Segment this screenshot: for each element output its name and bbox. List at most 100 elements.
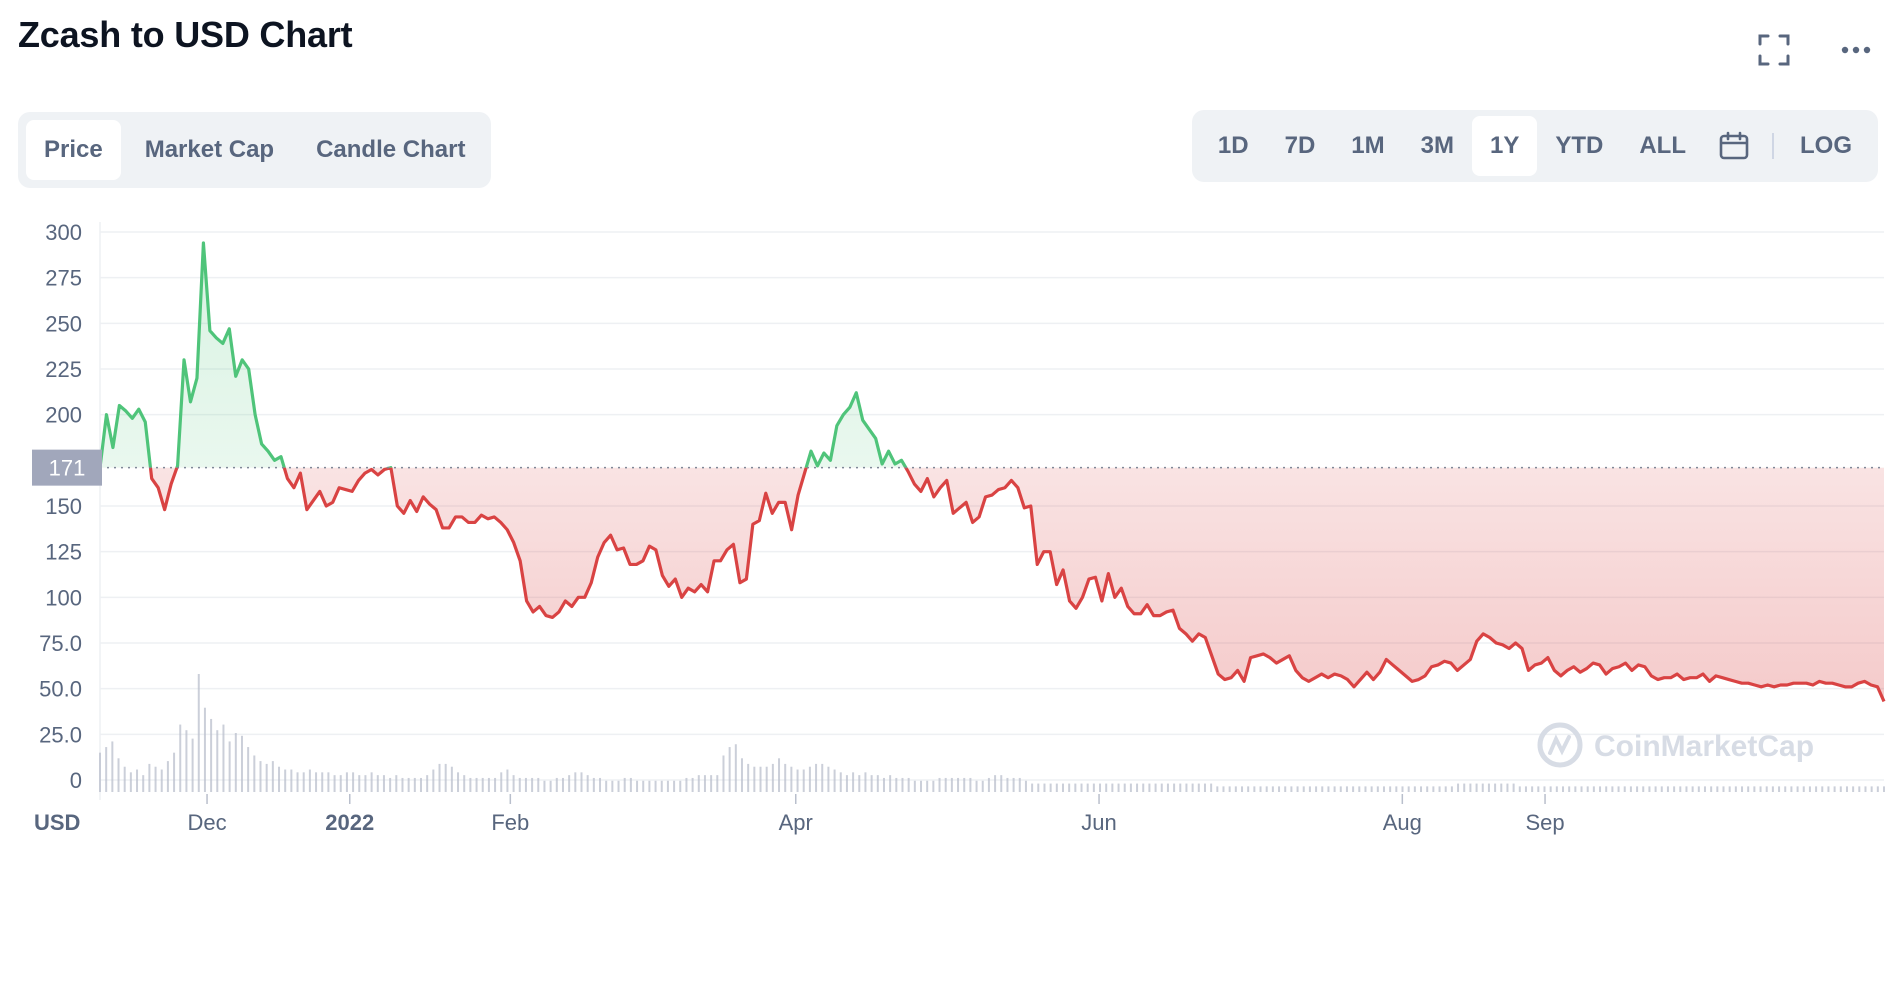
volume-bar	[469, 777, 472, 792]
volume-bar	[1876, 786, 1879, 792]
x-tick-label: 2022	[325, 810, 374, 835]
volume-bar	[568, 775, 571, 792]
range-1y[interactable]: 1Y	[1471, 116, 1538, 176]
volume-bar	[506, 769, 509, 792]
volume-bar	[1247, 786, 1250, 792]
volume-bar	[1685, 786, 1688, 792]
volume-bar	[839, 772, 842, 792]
volume-bar	[1506, 783, 1509, 792]
volume-bar	[1315, 786, 1318, 792]
volume-bar	[1722, 786, 1725, 792]
volume-bar	[1599, 786, 1602, 792]
volume-bar	[1759, 786, 1762, 792]
volume-bar	[1018, 777, 1021, 792]
volume-bar	[796, 769, 799, 792]
tab-candle-chart[interactable]: Candle Chart	[316, 136, 466, 163]
volume-bar	[148, 763, 151, 792]
volume-bar	[1166, 783, 1169, 792]
price-chart[interactable]: 171 300 275 250 225 200 150 125 100 75.0 50.0 25.0…	[0, 200, 1896, 1008]
volume-bar	[629, 777, 632, 792]
volume-bar	[703, 775, 706, 792]
range-1d[interactable]: 1D	[1217, 132, 1249, 159]
volume-bar	[599, 777, 602, 792]
range-ytd[interactable]: YTD	[1555, 132, 1604, 159]
volume-bar	[1432, 786, 1435, 792]
tab-price[interactable]: Price	[26, 120, 121, 180]
volume-bar	[1543, 786, 1546, 792]
volume-bar	[1179, 783, 1182, 792]
volume-bar	[1481, 783, 1484, 792]
volume-bar	[1389, 786, 1392, 792]
volume-bar	[185, 730, 188, 792]
tab-market-cap[interactable]: Market Cap	[144, 136, 275, 163]
fullscreen-button[interactable]	[1752, 28, 1796, 72]
volume-bar	[339, 775, 342, 792]
volume-bar	[247, 747, 250, 792]
date-picker-button[interactable]	[1704, 116, 1764, 176]
volume-bar	[370, 772, 373, 792]
volume-bar	[716, 775, 719, 792]
volume-bar	[1148, 783, 1151, 792]
volume-bar	[1734, 786, 1737, 792]
range-7d[interactable]: 7D	[1284, 132, 1316, 159]
price-area	[100, 242, 1884, 702]
volume-bar	[1444, 786, 1447, 792]
volume-bar	[710, 775, 713, 792]
volume-bar	[1296, 786, 1299, 792]
volume-bar	[1574, 786, 1577, 792]
volume-bar	[833, 769, 836, 792]
more-options-button[interactable]	[1834, 28, 1878, 72]
volume-bar	[666, 780, 669, 792]
volume-bar	[444, 763, 447, 792]
volume-bar	[1555, 786, 1558, 792]
range-3m[interactable]: 3M	[1420, 132, 1454, 159]
volume-bar	[1327, 786, 1330, 792]
volume-bar	[827, 766, 830, 792]
volume-bar	[1827, 786, 1830, 792]
volume-bar	[1129, 783, 1132, 792]
volume-bar	[549, 780, 552, 792]
volume-bar	[1290, 786, 1293, 792]
y-tick-label: 25.0	[39, 722, 82, 747]
volume-bar	[1136, 783, 1139, 792]
volume-bar	[136, 769, 139, 792]
volume-bar	[845, 775, 848, 792]
volume-bar	[889, 775, 892, 792]
volume-bar	[308, 769, 311, 792]
volume-bar	[531, 777, 534, 792]
volume-bar	[876, 775, 879, 792]
volume-bar	[1636, 786, 1639, 792]
volume-bar	[1302, 786, 1305, 792]
y-tick-label: 150	[45, 494, 82, 519]
volume-bar	[950, 777, 953, 792]
volume-bar	[1741, 786, 1744, 792]
volume-bar	[1154, 783, 1157, 792]
area-down	[150, 467, 1884, 702]
volume-bar	[1117, 783, 1120, 792]
volume-bar	[1382, 786, 1385, 792]
volume-bar	[654, 780, 657, 792]
volume-bar	[870, 775, 873, 792]
reference-line: 171	[32, 449, 1884, 486]
range-all[interactable]: ALL	[1639, 132, 1686, 159]
volume-bar	[1043, 783, 1046, 792]
range-1m[interactable]: 1M	[1351, 132, 1385, 159]
volume-bar	[278, 766, 281, 792]
volume-bar	[524, 777, 527, 792]
log-scale-toggle[interactable]: LOG	[1800, 132, 1852, 159]
volume-bar	[1512, 783, 1515, 792]
coinmarketcap-logo-icon	[1537, 722, 1583, 768]
volume-bar	[605, 780, 608, 792]
volume-bar	[203, 707, 206, 792]
volume-bar	[957, 777, 960, 792]
volume-bar	[920, 780, 923, 792]
volume-bar	[438, 763, 441, 792]
volume-bar	[1778, 786, 1781, 792]
volume-bar	[747, 763, 750, 792]
volume-bar	[1673, 786, 1676, 792]
volume-bar	[1883, 786, 1885, 792]
volume-bar	[1815, 786, 1818, 792]
y-tick-label: 225	[45, 357, 82, 382]
volume-bar	[685, 777, 688, 792]
volume-bar	[315, 772, 318, 792]
